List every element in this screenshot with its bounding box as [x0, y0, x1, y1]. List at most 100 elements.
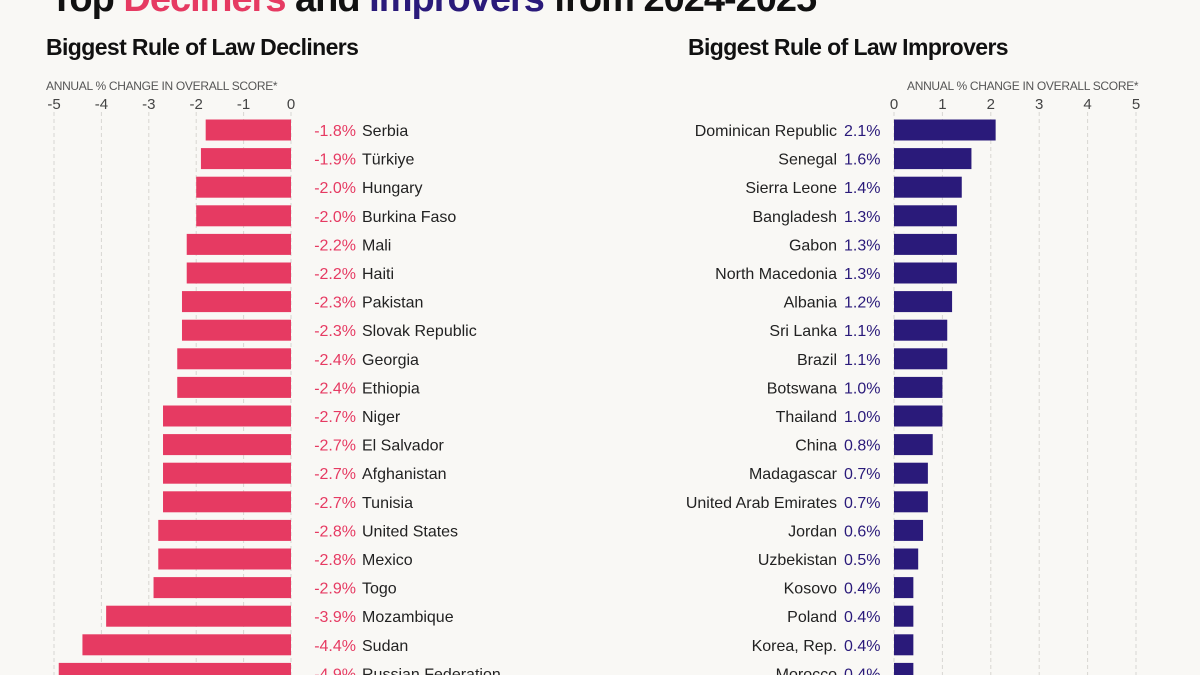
imp-value-label: 1.6% — [844, 152, 880, 169]
imp-country-label: Brazil — [797, 352, 837, 369]
dec-country-label: Georgia — [362, 352, 419, 369]
imp-tick-label: 0 — [890, 96, 898, 113]
dec-country-label: Slovak Republic — [362, 323, 477, 340]
imp-bar — [894, 405, 943, 427]
imp-value-label: 1.3% — [844, 209, 880, 226]
imp-tick-label: 3 — [1035, 96, 1043, 113]
imp-value-label: 0.7% — [844, 466, 880, 483]
imp-country-label: China — [795, 438, 837, 455]
imp-bar — [894, 634, 914, 656]
imp-country-label: Uzbekistan — [758, 552, 837, 569]
imp-value-label: 1.3% — [844, 266, 880, 283]
imp-country-label: Botswana — [767, 380, 837, 397]
imp-value-label: 1.4% — [844, 180, 880, 197]
title-prefix: Top — [50, 0, 123, 20]
dec-bar — [186, 262, 291, 284]
imp-tick-label: 5 — [1132, 96, 1140, 113]
dec-value-label: -2.7% — [314, 409, 356, 426]
imp-bar — [894, 291, 953, 313]
dec-value-label: -2.3% — [314, 323, 356, 340]
dec-bar — [177, 348, 291, 370]
imp-country-label: Madagascar — [749, 466, 838, 483]
dec-value-label: -2.7% — [314, 438, 356, 455]
dec-value-label: -4.9% — [314, 666, 356, 675]
dec-value-label: -2.2% — [314, 266, 356, 283]
imp-value-label: 0.8% — [844, 438, 880, 455]
dec-value-label: -1.8% — [314, 123, 356, 140]
dec-country-label: Hungary — [362, 180, 422, 197]
title-suffix: from 2024-2025 — [544, 0, 817, 20]
dec-country-label: Mali — [362, 237, 391, 254]
dec-country-label: Türkiye — [362, 152, 415, 169]
imp-country-label: Jordan — [788, 523, 837, 540]
dec-country-label: Sudan — [362, 638, 408, 655]
dec-bar — [82, 634, 291, 656]
imp-country-label: Thailand — [776, 409, 837, 426]
imp-bar — [894, 434, 933, 456]
imp-value-label: 0.5% — [844, 552, 880, 569]
title-improvers: Improvers — [369, 0, 545, 20]
title-middle: and — [285, 0, 369, 20]
dec-country-label: Burkina Faso — [362, 209, 456, 226]
imp-value-label: 2.1% — [844, 123, 880, 140]
imp-value-label: 0.4% — [844, 581, 880, 598]
dec-bar — [158, 519, 291, 541]
dec-tick-label: -3 — [142, 96, 155, 113]
dec-country-label: El Salvador — [362, 438, 444, 455]
imp-value-label: 1.1% — [844, 323, 880, 340]
dec-bar — [186, 233, 291, 255]
imp-country-label: Gabon — [789, 237, 837, 254]
imp-value-label: 1.2% — [844, 295, 880, 312]
imp-bar — [894, 662, 914, 675]
imp-country-label: Poland — [787, 609, 837, 626]
dec-bar — [181, 319, 291, 341]
dec-value-label: -1.9% — [314, 152, 356, 169]
dec-bar — [106, 605, 291, 627]
dec-bar — [153, 577, 291, 599]
improvers-axis-label: ANNUAL % CHANGE IN OVERALL SCORE* — [907, 79, 1139, 93]
imp-value-label: 1.3% — [844, 237, 880, 254]
imp-bar — [894, 462, 928, 484]
imp-country-label: Bangladesh — [752, 209, 837, 226]
imp-value-label: 0.6% — [844, 523, 880, 540]
dec-tick-label: -1 — [237, 96, 250, 113]
imp-country-label: Sierra Leone — [745, 180, 837, 197]
imp-bar — [894, 148, 972, 170]
dec-value-label: -2.4% — [314, 380, 356, 397]
imp-value-label: 1.0% — [844, 409, 880, 426]
imp-bar — [894, 605, 914, 627]
imp-country-label: Albania — [784, 295, 837, 312]
dec-country-label: United States — [362, 523, 458, 540]
imp-bar — [894, 176, 962, 198]
imp-bar — [894, 262, 957, 284]
imp-value-label: 0.7% — [844, 495, 880, 512]
dec-value-label: -2.3% — [314, 295, 356, 312]
dec-value-label: -2.7% — [314, 466, 356, 483]
imp-country-label: Senegal — [778, 152, 837, 169]
dec-bar — [163, 434, 291, 456]
dec-bar — [196, 205, 291, 227]
imp-bar — [894, 119, 996, 141]
dec-country-label: Mozambique — [362, 609, 454, 626]
dec-bar — [177, 376, 291, 398]
dec-country-label: Togo — [362, 581, 397, 598]
dec-value-label: -2.2% — [314, 237, 356, 254]
dec-tick-label: -5 — [47, 96, 60, 113]
imp-country-label: Korea, Rep. — [752, 638, 837, 655]
dec-country-label: Russian Federation — [362, 666, 501, 675]
dec-value-label: -4.4% — [314, 638, 356, 655]
dec-bar — [163, 405, 291, 427]
dec-value-label: -2.7% — [314, 495, 356, 512]
dec-tick-label: -2 — [190, 96, 203, 113]
dec-country-label: Niger — [362, 409, 401, 426]
imp-bar — [894, 233, 957, 255]
dec-bar — [163, 491, 291, 513]
imp-country-label: Morocco — [776, 666, 837, 675]
dec-country-label: Mexico — [362, 552, 413, 569]
dec-tick-label: -4 — [95, 96, 108, 113]
imp-bar — [894, 376, 943, 398]
dec-bar — [163, 462, 291, 484]
dec-country-label: Afghanistan — [362, 466, 447, 483]
dec-bar — [181, 291, 291, 313]
